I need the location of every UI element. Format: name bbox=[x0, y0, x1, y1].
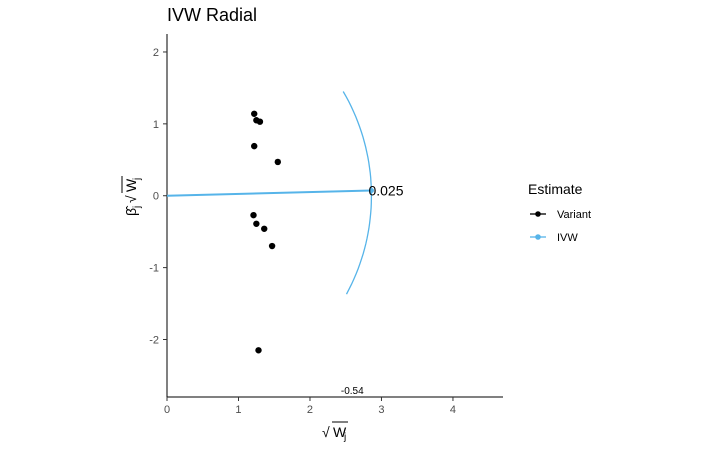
x-axis-title: √ Wj bbox=[322, 421, 348, 443]
plot-marks: 0.025 -0.54 bbox=[166, 91, 404, 397]
variant-point bbox=[251, 142, 258, 150]
legend: Estimate Variant IVW bbox=[528, 181, 591, 244]
ivw-end-point bbox=[368, 188, 374, 194]
legend-item-label: IVW bbox=[557, 232, 578, 244]
variant-point bbox=[268, 242, 276, 250]
annotation-label: 0.025 bbox=[368, 183, 403, 199]
variant-point bbox=[250, 211, 257, 219]
legend-key-point bbox=[535, 211, 541, 217]
chart-title: IVW Radial bbox=[167, 5, 257, 25]
y-axis-title-w: W bbox=[123, 178, 139, 192]
annotation-label: -0.54 bbox=[341, 386, 364, 397]
variant-point bbox=[256, 118, 264, 125]
y-axis-title: β̂j√Wj bbox=[121, 176, 143, 216]
y-axis-title-radical: √ bbox=[123, 195, 139, 203]
y-axis-title-beta: β̂ bbox=[123, 205, 139, 216]
variant-point bbox=[253, 220, 260, 227]
variant-point bbox=[274, 158, 282, 166]
x-axis-title-subscript: j bbox=[343, 432, 346, 443]
variant-point bbox=[261, 225, 268, 232]
y-tick-label: -1 bbox=[149, 263, 159, 275]
legend-title: Estimate bbox=[528, 181, 583, 197]
y-axis-title-w-subscript: j bbox=[132, 178, 143, 181]
y-axis-title-beta-subscript: j bbox=[132, 206, 143, 209]
y-tick-label: -2 bbox=[149, 334, 159, 346]
y-tick-label: 2 bbox=[153, 47, 159, 59]
x-axis-title-radical: √ bbox=[322, 424, 330, 440]
x-tick-label: 4 bbox=[450, 404, 456, 416]
x-tick-label: 1 bbox=[235, 404, 241, 416]
y-tick-label: 1 bbox=[153, 119, 159, 131]
ivw-arc bbox=[342, 91, 373, 295]
x-axis-title-text: W bbox=[333, 424, 347, 440]
variant-point bbox=[251, 110, 258, 117]
ivw-line bbox=[166, 189, 372, 197]
variant-point bbox=[255, 347, 262, 354]
x-tick-label: 2 bbox=[307, 404, 313, 416]
legend-key-point bbox=[535, 234, 541, 240]
x-tick-label: 3 bbox=[378, 404, 384, 416]
legend-item-label: Variant bbox=[557, 209, 591, 221]
y-tick-label: 0 bbox=[153, 191, 159, 203]
x-tick-label: 0 bbox=[164, 404, 170, 416]
